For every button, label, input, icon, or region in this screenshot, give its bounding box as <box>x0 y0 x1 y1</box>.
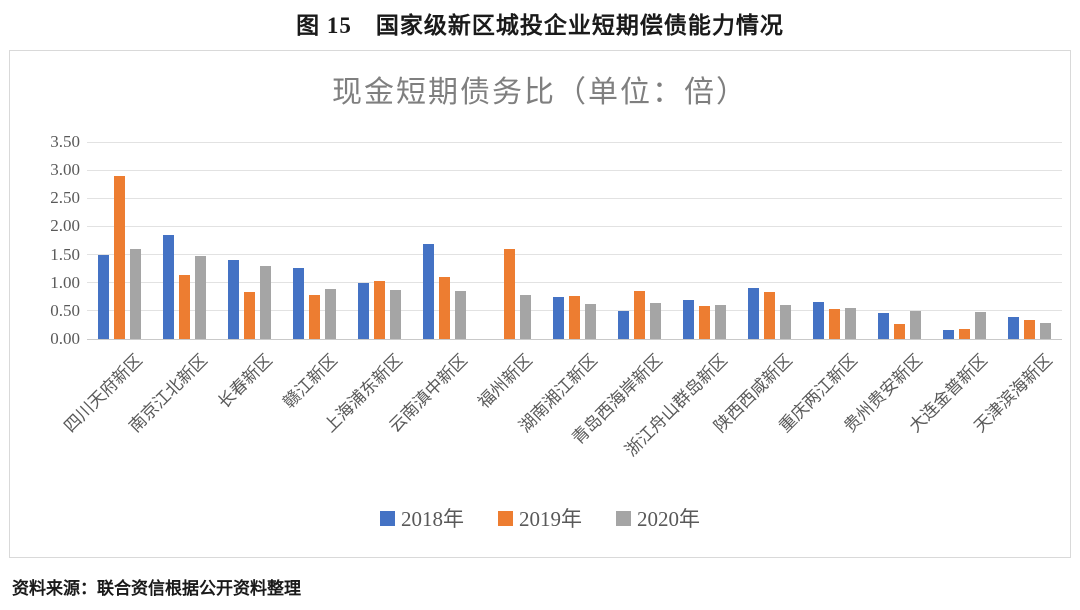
legend-label: 2020年 <box>637 507 700 531</box>
bar-2020年-南京江北新区 <box>195 256 206 339</box>
bar-2020年-贵州贵安新区 <box>910 310 921 339</box>
gridline-y-1.00 <box>87 282 1062 284</box>
legend-item-2019年: 2019年 <box>498 503 582 533</box>
bar-2019年-青岛西海岸新区 <box>634 291 645 339</box>
bar-2018年-陕西西咸新区 <box>748 288 759 339</box>
bar-2019年-贵州贵安新区 <box>894 323 905 339</box>
plot-area: 0.00 0.50 1.00 1.50 2.00 2.50 3.00 3.50 四川天府新区 南京… <box>50 133 1062 460</box>
gridline-y-0.00 <box>87 338 1062 340</box>
bar-2019年-湖南湘江新区 <box>569 296 580 339</box>
bar-2020年-陕西西咸新区 <box>780 305 791 339</box>
bar-2019年-四川天府新区 <box>114 175 125 339</box>
legend-item-2018年: 2018年 <box>380 503 464 533</box>
bar-2018年-贵州贵安新区 <box>878 313 889 339</box>
bar-2020年-天津滨海新区 <box>1040 323 1051 339</box>
bar-2020年-青岛西海岸新区 <box>650 302 661 339</box>
bar-2018年-长春新区 <box>228 260 239 339</box>
x-axis-label: 长春新区 <box>213 350 276 413</box>
y-axis-tick: 1.50 <box>50 244 80 264</box>
legend-item-2020年: 2020年 <box>616 503 700 533</box>
bar-2019年-天津滨海新区 <box>1024 320 1035 339</box>
bar-2019年-重庆两江新区 <box>829 308 840 339</box>
bar-2020年-四川天府新区 <box>130 248 141 339</box>
bar-2018年-青岛西海岸新区 <box>618 310 629 339</box>
chart-frame: 现金短期债务比（单位：倍） 0.00 0.50 1.00 1.50 2.00 2.50 3.… <box>9 50 1071 558</box>
bar-2018年-赣江新区 <box>293 267 304 339</box>
gridline-y-2.00 <box>87 225 1062 227</box>
legend-label: 2018年 <box>401 507 464 531</box>
bar-2020年-福州新区 <box>520 295 531 339</box>
y-axis-tick: 3.50 <box>50 132 80 151</box>
chart-legend: 2018年 2019年 2020年 <box>10 503 1070 533</box>
bar-2018年-重庆两江新区 <box>813 302 824 339</box>
bar-2019年-长春新区 <box>244 292 255 339</box>
bar-2019年-浙江舟山群岛新区 <box>699 306 710 339</box>
bar-2018年-大连金普新区 <box>943 330 954 339</box>
y-axis-tick: 2.00 <box>50 216 80 236</box>
bar-2019年-上海浦东新区 <box>374 281 385 339</box>
bar-2020年-湖南湘江新区 <box>585 303 596 339</box>
bar-2019年-陕西西咸新区 <box>764 292 775 339</box>
bar-2020年-大连金普新区 <box>975 311 986 339</box>
chart-title: 现金短期债务比（单位：倍） <box>332 76 748 109</box>
bar-2019年-云南滇中新区 <box>439 277 450 339</box>
y-axis-tick: 1.00 <box>50 272 80 292</box>
bar-2018年-湖南湘江新区 <box>553 296 564 339</box>
legend-swatch-icon <box>380 510 395 526</box>
gridline-y-3.50 <box>87 141 1062 143</box>
bar-2019年-福州新区 <box>504 248 515 339</box>
bar-2019年-赣江新区 <box>309 295 320 339</box>
bar-2018年-浙江舟山群岛新区 <box>683 299 694 339</box>
y-axis-tick: 2.50 <box>50 188 80 208</box>
y-axis-tick: 0.50 <box>50 300 80 320</box>
bar-2018年-四川天府新区 <box>98 254 109 339</box>
legend-swatch-icon <box>616 510 631 526</box>
y-axis-tick: 3.00 <box>50 160 80 180</box>
bar-2019年-大连金普新区 <box>959 328 970 339</box>
bar-2020年-上海浦东新区 <box>390 290 401 339</box>
bar-2020年-浙江舟山群岛新区 <box>715 305 726 339</box>
bar-2020年-赣江新区 <box>325 289 336 339</box>
bar-2018年-天津滨海新区 <box>1008 316 1019 339</box>
bar-2018年-上海浦东新区 <box>358 282 369 339</box>
bar-2020年-云南滇中新区 <box>455 291 466 339</box>
legend-label: 2019年 <box>519 507 582 531</box>
legend-swatch-icon <box>498 510 513 526</box>
bar-2018年-云南滇中新区 <box>423 244 434 339</box>
gridline-y-3.00 <box>87 169 1062 171</box>
bar-2020年-长春新区 <box>260 265 271 339</box>
source-note: 资料来源：联合资信根据公开资料整理 <box>12 579 301 598</box>
bar-2018年-南京江北新区 <box>163 234 174 339</box>
gridline-y-1.50 <box>87 254 1062 256</box>
gridline-y-2.50 <box>87 197 1062 199</box>
figure-title: 图 15 国家级新区城投企业短期偿债能力情况 <box>296 13 784 38</box>
bar-2019年-南京江北新区 <box>179 275 190 339</box>
y-axis-tick: 0.00 <box>50 329 80 348</box>
bar-2020年-重庆两江新区 <box>845 308 856 339</box>
